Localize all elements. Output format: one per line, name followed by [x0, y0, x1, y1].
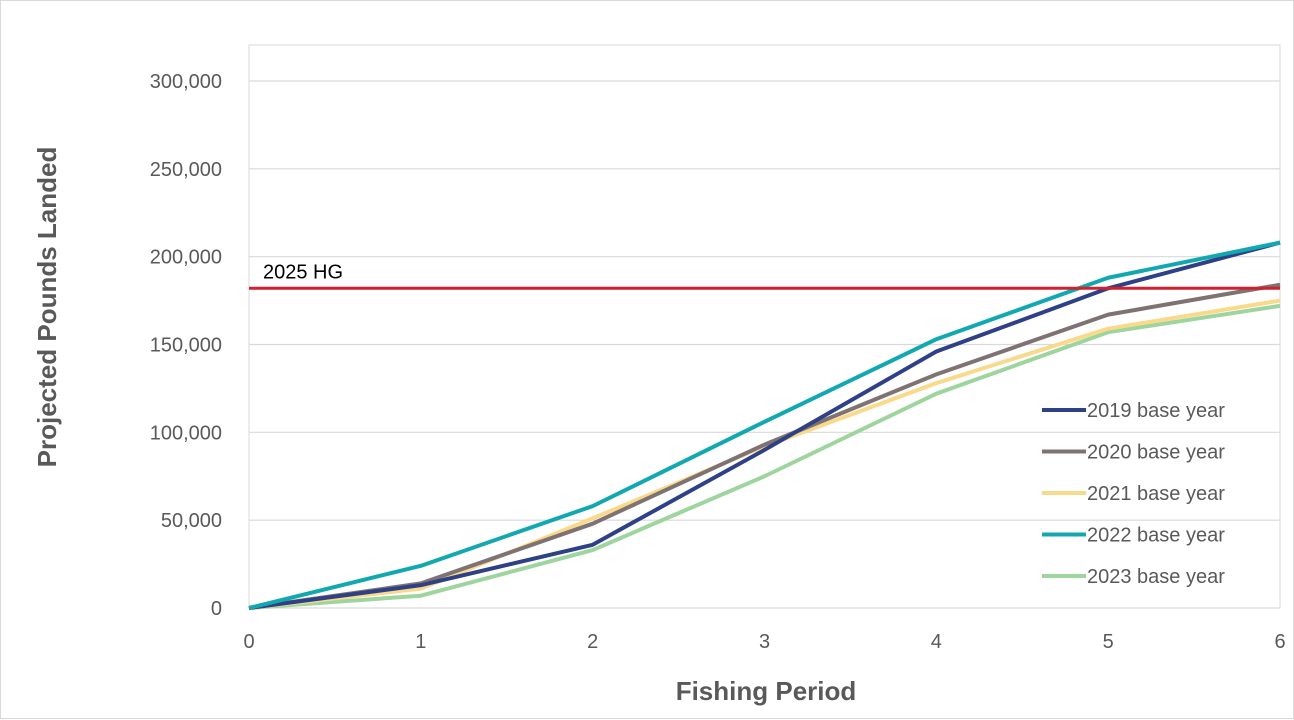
y-tick-label: 50,000 [161, 510, 222, 532]
x-tick-label: 3 [759, 631, 770, 653]
x-axis-ticks: 0 1 2 3 4 5 6 [243, 631, 1285, 653]
x-tick-label: 2 [587, 631, 598, 653]
legend-label: 2022 base year [1087, 525, 1225, 547]
y-tick-label: 0 [211, 598, 222, 620]
x-axis-title: Fishing Period [676, 676, 857, 706]
series-line [248, 240, 1281, 610]
legend-label: 2020 base year [1087, 442, 1225, 464]
x-tick-label: 4 [931, 631, 942, 653]
legend-label: 2021 base year [1087, 483, 1225, 505]
gridlines [248, 44, 1281, 609]
reference-line-group: 2025 HG [249, 261, 1280, 290]
y-axis-title: Projected Pounds Landed [32, 147, 62, 468]
y-axis-ticks: 0 50,000 100,000 150,000 200,000 250,000 300,0… [150, 71, 222, 620]
series-line [248, 303, 1281, 610]
series-lines [248, 240, 1281, 610]
x-tick-label: 6 [1274, 631, 1285, 653]
reference-line-label: 2025 HG [263, 261, 343, 283]
series-line [248, 240, 1281, 610]
y-tick-label: 150,000 [150, 335, 222, 357]
y-tick-label: 300,000 [150, 71, 222, 93]
x-tick-label: 1 [415, 631, 426, 653]
x-tick-label: 5 [1103, 631, 1114, 653]
y-tick-label: 250,000 [150, 159, 222, 181]
y-tick-label: 200,000 [150, 247, 222, 269]
legend: 2019 base year 2020 base year 2021 base ye… [1042, 400, 1225, 588]
y-tick-label: 100,000 [150, 422, 222, 444]
legend-label: 2019 base year [1087, 400, 1225, 422]
x-tick-label: 0 [243, 631, 254, 653]
legend-label: 2023 base year [1087, 566, 1225, 588]
